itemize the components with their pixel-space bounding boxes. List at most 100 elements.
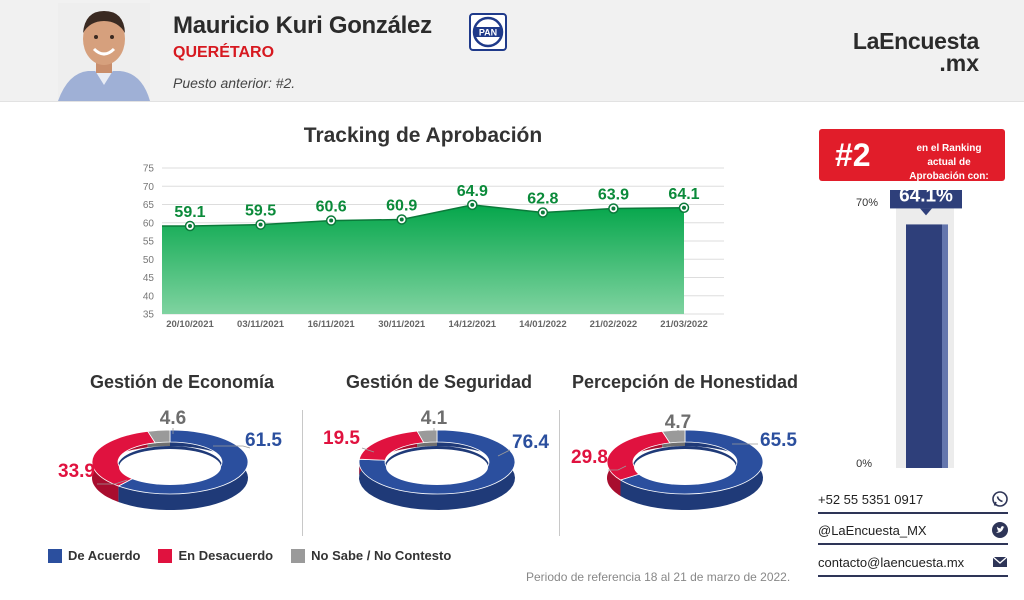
brand-domain: .mx — [939, 50, 979, 76]
data-point-core — [682, 205, 686, 210]
contact-phone[interactable]: +52 55 5351 0917 — [818, 486, 1008, 514]
contact-phone-text: +52 55 5351 0917 — [818, 491, 924, 507]
tracking-chart-title: Tracking de Aprobación — [303, 124, 543, 147]
x-tick-label: 21/03/2022 — [660, 319, 708, 330]
legend-label-disagree: En Desacuerdo — [178, 548, 274, 563]
donut-hole — [119, 449, 221, 485]
pie-chart-seguridad: 76.4 19.5 4.1 — [323, 408, 549, 510]
party-label: PAN — [479, 28, 497, 38]
donut-label-unknown: 4.7 — [665, 412, 691, 433]
ranking-text: en el Ranking actual de Aprobación con: — [909, 143, 989, 182]
x-tick-label: 30/11/2021 — [378, 319, 426, 330]
data-label: 63.9 — [598, 187, 629, 204]
x-tick-label: 14/12/2021 — [449, 319, 497, 330]
donut-slice-agree — [619, 429, 764, 495]
gauge-top-label: 70% — [856, 197, 878, 209]
donut-slice-unknown — [661, 429, 686, 444]
pie-chart-honestidad: 65.5 29.8 4.7 — [571, 412, 797, 510]
pie-title-economia: Gestión de Economía — [90, 372, 275, 392]
leader-line — [97, 479, 128, 485]
legend-item-disagree: En Desacuerdo — [158, 548, 273, 563]
ranking-badge: #2 en el Ranking actual de Aprobación co… — [819, 129, 1005, 182]
pie-title-honestidad: Percepción de Honestidad — [572, 372, 799, 392]
gauge-callout-pointer — [920, 208, 932, 216]
x-tick-label: 16/11/2021 — [308, 319, 356, 330]
donut-label-unknown: 4.1 — [421, 408, 448, 429]
data-label: 62.8 — [527, 191, 558, 208]
previous-rank: Puesto anterior: #2. — [173, 75, 296, 91]
donut-label-unknown: 4.6 — [160, 408, 186, 429]
reference-period-note: Periodo de referencia 18 al 21 de marzo … — [526, 570, 791, 584]
approval-area — [162, 204, 684, 314]
leader-line — [608, 465, 627, 471]
pie-legend: De Acuerdo En Desacuerdo No Sabe / No Co… — [48, 548, 451, 563]
x-tick-label: 20/10/2021 — [166, 319, 214, 330]
gauge-value-label: 64.1% — [899, 190, 953, 206]
data-point-core — [611, 206, 616, 211]
header-bar: Mauricio Kuri González QUERÉTARO Puesto … — [0, 0, 1024, 102]
data-point-core — [540, 210, 545, 215]
approval-gauge: 70% 0% 64.1% — [856, 190, 962, 470]
legend-label-unknown: No Sabe / No Contesto — [311, 548, 452, 563]
pie-divider — [302, 410, 303, 536]
brand-name: LaEncuesta — [852, 28, 979, 54]
legend-item-unknown: No Sabe / No Contesto — [291, 548, 451, 563]
data-point-core — [399, 217, 404, 222]
donut-hole — [386, 449, 488, 485]
brand-logo: LaEncuesta .mx — [845, 28, 979, 76]
data-point-core — [470, 202, 475, 207]
y-tick-label: 50 — [143, 255, 155, 266]
pie-chart-economia: 61.5 33.9 4.6 — [58, 408, 282, 510]
candidate-photo — [58, 3, 150, 101]
gauge-callout — [890, 190, 962, 209]
leader-line — [361, 447, 375, 453]
contact-email[interactable]: contacto@laencuesta.mx — [818, 549, 1008, 577]
ranking-number: #2 — [835, 137, 871, 173]
donut-label-agree: 65.5 — [760, 430, 797, 451]
legend-label-agree: De Acuerdo — [68, 548, 141, 563]
data-label: 60.6 — [316, 199, 347, 216]
leader-line — [497, 449, 511, 457]
y-tick-label: 45 — [143, 273, 155, 284]
tracking-chart: 35 40 45 50 55 60 65 70 75 59.1 20/10/2021 59.5 03/1… — [143, 164, 724, 330]
twitter-icon — [992, 522, 1008, 538]
data-point-core — [188, 224, 192, 229]
legend-item-agree: De Acuerdo — [48, 548, 140, 563]
y-tick-label: 55 — [143, 237, 155, 248]
donut-label-disagree: 33.9 — [58, 461, 95, 482]
pie-divider — [559, 410, 560, 536]
y-tick-label: 70 — [143, 182, 155, 193]
contact-email-text: contacto@laencuesta.mx — [818, 554, 965, 570]
data-point-core — [329, 218, 334, 223]
donut-label-agree: 76.4 — [512, 432, 549, 453]
candidate-state: QUERÉTARO — [173, 44, 275, 61]
gauge-bottom-label: 0% — [856, 458, 872, 470]
mail-icon — [992, 556, 1008, 567]
x-tick-label: 14/01/2022 — [519, 319, 567, 330]
contact-twitter-text: @LaEncuesta_MX — [818, 522, 927, 538]
data-point-core — [258, 222, 263, 227]
whatsapp-icon — [992, 491, 1008, 507]
donut-label-disagree: 19.5 — [323, 428, 360, 449]
data-label: 64.1 — [668, 186, 699, 203]
pie-title-seguridad: Gestión de Seguridad — [346, 372, 533, 392]
y-tick-label: 60 — [143, 218, 155, 229]
legend-swatch-unknown — [291, 548, 306, 563]
data-label: 59.5 — [245, 203, 276, 220]
data-label: 64.9 — [457, 183, 488, 200]
contact-twitter[interactable]: @LaEncuesta_MX — [818, 517, 1008, 545]
candidate-name: Mauricio Kuri González — [173, 12, 432, 39]
y-tick-label: 40 — [143, 291, 155, 302]
leader-line — [213, 445, 251, 449]
y-tick-label: 35 — [143, 310, 155, 321]
donut-hole — [634, 449, 736, 485]
legend-swatch-disagree — [158, 548, 173, 563]
donut-slice-unknown — [416, 429, 438, 444]
legend-swatch-agree — [48, 548, 62, 563]
party-logo: PAN — [469, 13, 507, 51]
y-tick-label: 75 — [143, 164, 155, 175]
donut-label-disagree: 29.8 — [571, 447, 608, 468]
gauge-bar-side — [942, 224, 948, 468]
x-tick-label: 21/02/2022 — [590, 319, 638, 330]
donut-slice-unknown — [147, 429, 171, 444]
